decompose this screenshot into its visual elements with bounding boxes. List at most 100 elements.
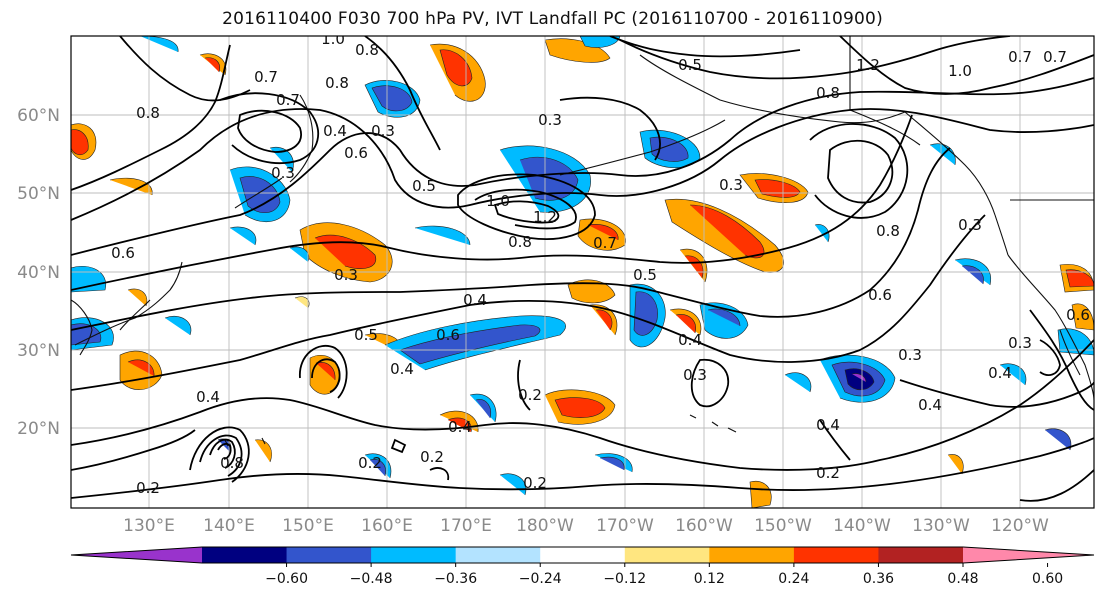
contour-label: 0.8 xyxy=(355,41,379,59)
contour-line xyxy=(71,429,196,471)
shade-positive xyxy=(314,234,377,269)
contour-label: 0.2 xyxy=(358,454,382,472)
longitude-label: 140°W xyxy=(833,516,891,536)
shade-negative xyxy=(164,315,192,336)
contour-label: 0.6 xyxy=(868,286,892,304)
latitude-label: 40°N xyxy=(17,263,60,283)
contour-label: 0.5 xyxy=(633,266,657,284)
colorbar-tick-label: −0.36 xyxy=(434,571,477,587)
contour-line xyxy=(237,109,302,153)
contour-label: 0.3 xyxy=(371,122,395,140)
contour-label: 0.8 xyxy=(876,222,900,240)
shade-positive xyxy=(675,314,696,334)
graticule xyxy=(71,36,1094,508)
longitude-label: 150°W xyxy=(754,516,812,536)
contour-label: 0.3 xyxy=(719,176,743,194)
longitude-label: 120°W xyxy=(991,516,1049,536)
contour-line xyxy=(71,339,1094,471)
colorbar-tick-label: 0.48 xyxy=(947,571,978,587)
contour-label: 0.5 xyxy=(678,56,702,74)
coastline-aleutians xyxy=(559,119,726,176)
latitude-label: 30°N xyxy=(17,341,60,361)
contour-line xyxy=(619,36,1011,80)
contour-label: 0.8 xyxy=(220,454,244,472)
colorbar-tick-label: 0.60 xyxy=(1032,571,1063,587)
contour-line xyxy=(364,36,441,151)
contour-line xyxy=(119,36,251,102)
contour-label: 0.6 xyxy=(111,244,135,262)
shade-negative xyxy=(414,225,471,246)
longitude-labels: 130°E 140°E 150°E 160°E 170°E 180°W 170°… xyxy=(123,516,1049,536)
shade-negative xyxy=(289,246,310,263)
shade-positive xyxy=(567,279,616,304)
shade-positive xyxy=(204,57,220,73)
contour-line xyxy=(839,36,1094,95)
contour-line xyxy=(311,358,341,393)
coastline-korea xyxy=(71,299,93,356)
contour-label: 0.3 xyxy=(683,366,707,384)
coastline-canada-bc xyxy=(994,214,1009,256)
colorbar-tick-label: 0.36 xyxy=(863,571,894,587)
latitude-label: 60°N xyxy=(17,106,60,126)
colorbar-tick-label: 0.24 xyxy=(778,571,809,587)
shade-positive xyxy=(544,38,611,63)
contour-label: 0.6 xyxy=(344,144,368,162)
coastline-hawaii xyxy=(689,414,737,433)
contour-label: 0.3 xyxy=(958,216,982,234)
shade-negative xyxy=(519,156,579,201)
contour-label: 1.2 xyxy=(533,208,557,226)
contour-label: 1.0 xyxy=(486,192,510,210)
colorbar-tick-label: −0.12 xyxy=(603,571,646,587)
contour-label: 0.7 xyxy=(1043,48,1067,66)
contour-line xyxy=(809,123,909,219)
contour-label: 0.2 xyxy=(420,448,444,466)
contour-label: 0.7 xyxy=(593,234,617,252)
contour-line xyxy=(1039,339,1061,376)
colorbar-outline xyxy=(70,546,1095,564)
contour-line xyxy=(827,139,894,204)
contour-line xyxy=(71,147,951,331)
contour-label: 0.2 xyxy=(136,479,160,497)
colorbar-swatch xyxy=(709,547,795,563)
contour-label: 0.4 xyxy=(463,291,487,309)
contour-line xyxy=(71,44,231,191)
latitude-labels: 60°N 50°N 40°N 30°N 20°N xyxy=(17,106,60,439)
contour-label: 0.7 xyxy=(1008,48,1032,66)
longitude-label: 160°E xyxy=(361,516,413,536)
contour-line xyxy=(299,345,348,399)
shade-negative xyxy=(814,224,830,243)
contour-line xyxy=(559,96,661,161)
coastline-japan xyxy=(74,261,183,346)
colorbar-swatch xyxy=(455,547,541,563)
contour-line xyxy=(493,200,560,224)
shade-positive xyxy=(554,397,606,418)
contour-label: 1.0 xyxy=(321,30,345,48)
shade-negative xyxy=(599,456,625,471)
contour-label: 0.2 xyxy=(523,474,547,492)
shade-positive xyxy=(109,177,153,196)
contour-labels: 1.0 0.8 0.7 0.7 0.8 0.8 0.4 0.3 0.3 0.6 … xyxy=(111,30,1090,497)
pv-contours xyxy=(71,36,1094,502)
contour-label: 0.8 xyxy=(136,104,160,122)
shade-positive xyxy=(439,49,473,87)
longitude-label: 160°W xyxy=(675,516,733,536)
colorbar-extend-high xyxy=(963,547,1094,563)
contour-label: 0.3 xyxy=(538,111,562,129)
map-frame xyxy=(70,35,1095,509)
shade-positive xyxy=(595,309,613,331)
shade-negative xyxy=(399,324,541,365)
coastline-baja xyxy=(1059,329,1081,376)
colorbar-swatch xyxy=(540,547,626,563)
contour-label: 0.3 xyxy=(334,266,358,284)
contour-line xyxy=(517,359,531,411)
contour-line xyxy=(457,173,596,240)
contour-label: 0.4 xyxy=(678,331,702,349)
shade-positive xyxy=(1071,303,1094,331)
shade-positive xyxy=(254,439,272,463)
contour-label: 0.3 xyxy=(271,164,295,182)
colorbar-swatch xyxy=(793,547,879,563)
contour-line xyxy=(219,92,319,164)
contour-label: 0.6 xyxy=(436,326,460,344)
contour-label: 0.2 xyxy=(816,464,840,482)
shade-negative xyxy=(784,372,812,393)
